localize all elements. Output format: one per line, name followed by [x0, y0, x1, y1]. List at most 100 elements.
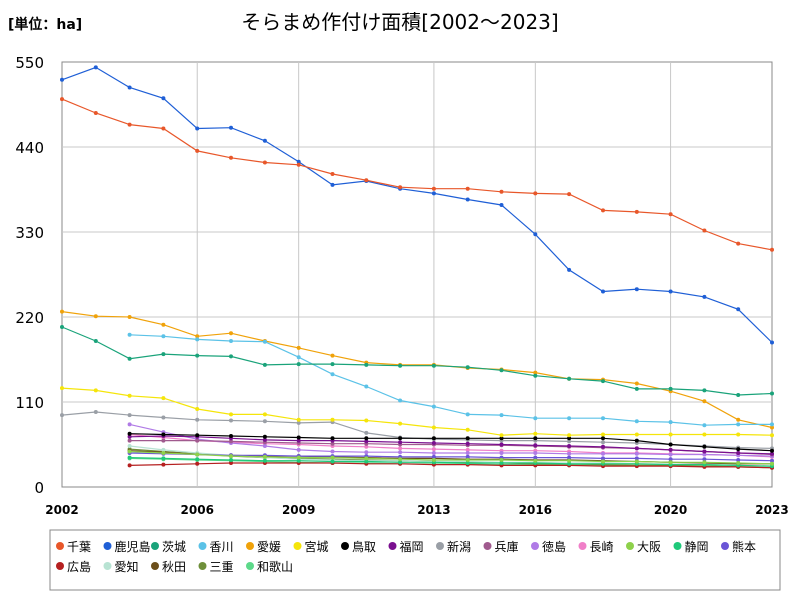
data-point: [533, 373, 538, 378]
data-point: [161, 415, 166, 420]
data-point: [533, 191, 538, 196]
data-point: [93, 111, 98, 115]
data-point: [431, 441, 436, 445]
data-point: [161, 462, 166, 467]
data-point: [465, 436, 470, 441]
data-point: [127, 332, 132, 337]
data-point: [229, 439, 233, 444]
legend-label: 香川: [210, 540, 234, 554]
data-point: [93, 65, 98, 70]
data-point: [465, 458, 470, 462]
data-point: [770, 425, 774, 430]
data-point: [127, 422, 132, 427]
data-point: [533, 436, 538, 441]
data-point: [431, 363, 436, 368]
data-point: [229, 454, 233, 459]
data-point: [364, 362, 369, 367]
data-point: [161, 334, 166, 339]
series-line: [61, 311, 773, 429]
data-point: [601, 379, 605, 384]
data-point: [770, 422, 774, 427]
legend-marker: [531, 542, 539, 550]
legend-label: 長崎: [590, 540, 614, 554]
data-point: [262, 437, 267, 442]
data-point: [60, 325, 64, 329]
data-point: [567, 458, 572, 463]
data-point: [262, 434, 267, 439]
data-point: [567, 451, 572, 456]
series-line: [129, 462, 773, 469]
data-point: [736, 417, 741, 422]
data-point: [330, 449, 335, 454]
data-point: [702, 388, 707, 393]
data-point: [296, 435, 301, 440]
data-point: [127, 393, 132, 398]
data-point: [465, 461, 470, 465]
data-point: [499, 442, 504, 447]
data-point: [161, 432, 166, 437]
data-point: [770, 247, 774, 252]
data-point: [296, 458, 301, 463]
x-tick-label: 2020: [654, 503, 687, 517]
data-point: [567, 461, 572, 466]
data-point: [262, 458, 267, 463]
chart-title: そらまめ作付け面積[2002～2023]: [241, 10, 559, 34]
legend-label: 新潟: [447, 539, 471, 554]
data-point: [702, 399, 707, 404]
data-point: [364, 418, 369, 423]
data-point: [702, 294, 707, 299]
data-point: [668, 452, 673, 457]
data-point: [533, 455, 538, 460]
data-point: [770, 391, 774, 396]
data-point: [262, 419, 267, 424]
data-point: [567, 267, 572, 272]
data-point: [398, 457, 403, 462]
data-point: [634, 432, 639, 437]
data-point: [127, 463, 132, 468]
x-tick-label: 2002: [45, 503, 78, 517]
data-point: [229, 458, 233, 462]
data-point: [127, 356, 132, 361]
data-point: [262, 444, 267, 448]
data-point: [161, 396, 166, 401]
series-line: [61, 98, 773, 251]
legend-label: 愛知: [115, 560, 139, 574]
data-point: [330, 172, 335, 176]
data-point: [770, 451, 774, 456]
data-point: [533, 431, 538, 436]
data-point: [499, 368, 504, 373]
data-point: [702, 444, 707, 449]
data-point: [195, 337, 200, 342]
data-point: [601, 451, 605, 456]
y-tick-label: 440: [15, 139, 44, 157]
data-point: [668, 420, 673, 425]
data-point: [229, 155, 233, 160]
legend-label: 大阪: [637, 540, 661, 554]
data-point: [398, 363, 403, 368]
data-point: [668, 457, 673, 462]
data-point: [330, 459, 335, 464]
data-point: [601, 444, 605, 449]
data-point: [533, 232, 538, 237]
data-point: [262, 160, 267, 165]
data-point: [296, 417, 301, 422]
legend-label: 福岡: [400, 539, 424, 554]
data-point: [601, 440, 605, 445]
data-point: [770, 461, 774, 466]
data-point: [229, 461, 233, 465]
data-point: [634, 459, 639, 464]
data-point: [93, 314, 98, 319]
data-point: [262, 454, 267, 459]
series-line: [129, 423, 773, 457]
legend-label: 愛媛: [257, 540, 281, 554]
data-point: [431, 191, 436, 196]
data-point: [296, 159, 301, 164]
data-point: [161, 456, 166, 461]
legend-marker: [103, 542, 112, 550]
data-point: [702, 457, 707, 462]
data-point: [60, 413, 64, 418]
data-point: [330, 436, 335, 441]
data-point: [465, 441, 470, 446]
data-point: [195, 148, 200, 153]
